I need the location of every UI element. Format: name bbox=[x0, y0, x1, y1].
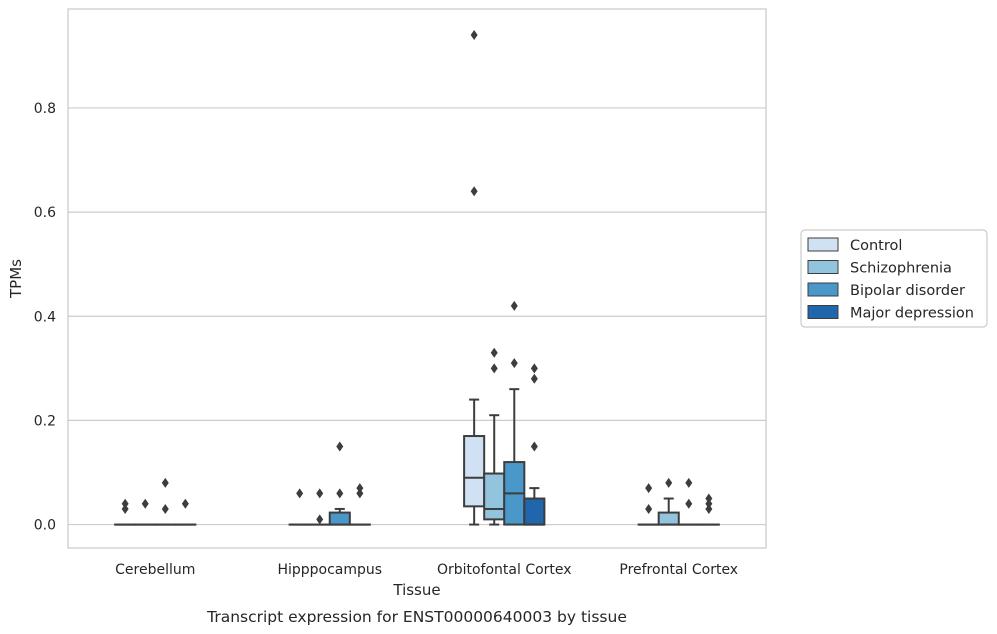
legend-frame bbox=[800, 229, 988, 328]
x-tick-label: Cerebellum bbox=[115, 562, 195, 578]
outlier-point bbox=[121, 503, 129, 514]
box-body bbox=[463, 435, 486, 508]
legend-label: Control bbox=[850, 238, 902, 254]
gridlines bbox=[68, 107, 766, 526]
outlier-point bbox=[665, 477, 673, 488]
legend-label: Bipolar disorder bbox=[850, 283, 965, 299]
outlier-point bbox=[685, 498, 693, 509]
box bbox=[503, 300, 526, 526]
x-tick-labels: Cerebellum Hipppocampus Orbitofontal Corte… bbox=[115, 562, 738, 578]
y-tick-label: 0.4 bbox=[34, 309, 56, 325]
box bbox=[677, 477, 700, 526]
outlier-point bbox=[685, 477, 693, 488]
outlier-point bbox=[490, 347, 498, 358]
chart-caption: Transcript expression for ENST0000064000… bbox=[206, 608, 627, 626]
plot-frame bbox=[67, 8, 767, 549]
box bbox=[637, 483, 660, 526]
outlier-point bbox=[645, 503, 653, 514]
legend-swatch bbox=[807, 260, 839, 274]
x-tick-label: Orbitofontal Cortex bbox=[437, 562, 572, 578]
box bbox=[328, 441, 351, 526]
box bbox=[174, 498, 197, 526]
x-tick-label: Hipppocampus bbox=[277, 562, 382, 578]
outlier-point bbox=[356, 483, 364, 494]
outlier-point bbox=[530, 363, 538, 374]
legend-swatch bbox=[807, 237, 839, 252]
box bbox=[657, 477, 680, 526]
legend-label: Major depression bbox=[850, 306, 974, 322]
outlier-point bbox=[510, 300, 518, 311]
box-body bbox=[328, 511, 351, 526]
outlier-point bbox=[705, 493, 713, 504]
y-axis-label: TPMs bbox=[7, 259, 25, 299]
box bbox=[483, 347, 506, 526]
legend-item: Bipolar disorder bbox=[807, 282, 965, 299]
legend-item: Control bbox=[807, 237, 902, 254]
box bbox=[523, 363, 546, 526]
outlier-point bbox=[490, 363, 498, 374]
y-tick-label: 0.0 bbox=[34, 518, 56, 534]
outlier-point bbox=[336, 441, 344, 452]
box bbox=[288, 488, 311, 526]
legend-swatch bbox=[807, 282, 839, 297]
x-tick-label: Prefrontal Cortex bbox=[619, 562, 738, 578]
box bbox=[308, 488, 331, 526]
outlier-point bbox=[356, 488, 364, 499]
outlier-point bbox=[530, 373, 538, 384]
box bbox=[463, 30, 486, 526]
box-body bbox=[657, 511, 680, 526]
outlier-point bbox=[181, 498, 189, 509]
outlier-point bbox=[336, 488, 344, 499]
y-tick-labels: 0.0 0.2 0.4 0.6 0.8 bbox=[34, 101, 56, 534]
outlier-point bbox=[141, 498, 149, 509]
legend-item: Schizophrenia bbox=[807, 260, 952, 277]
legend-item: Major depression bbox=[807, 305, 974, 322]
legend: Control Schizophrenia Bipolar disorder Majo… bbox=[800, 229, 988, 328]
y-tick-label: 0.2 bbox=[34, 413, 56, 429]
outlier-point bbox=[296, 488, 304, 499]
box-body bbox=[523, 497, 546, 526]
box-body bbox=[483, 472, 506, 521]
outlier-point bbox=[161, 503, 169, 514]
legend-label: Schizophrenia bbox=[850, 261, 952, 277]
outlier-point bbox=[530, 441, 538, 452]
box bbox=[114, 498, 137, 526]
outlier-point bbox=[316, 514, 324, 525]
outlier-point bbox=[510, 358, 518, 369]
box bbox=[154, 477, 177, 526]
y-tick-label: 0.6 bbox=[34, 205, 56, 221]
boxes bbox=[114, 30, 720, 526]
outlier-point bbox=[121, 498, 129, 509]
outlier-point bbox=[705, 503, 713, 514]
outlier-point bbox=[316, 488, 324, 499]
outlier-point bbox=[161, 477, 169, 488]
outlier-point bbox=[705, 498, 713, 509]
x-axis-label: Tissue bbox=[392, 581, 440, 599]
box bbox=[134, 498, 157, 526]
outlier-point bbox=[645, 483, 653, 494]
legend-swatch bbox=[807, 305, 839, 319]
outlier-point bbox=[470, 30, 478, 41]
y-tick-label: 0.8 bbox=[34, 101, 56, 117]
outlier-point bbox=[470, 186, 478, 197]
box bbox=[348, 483, 371, 526]
box bbox=[697, 493, 720, 526]
